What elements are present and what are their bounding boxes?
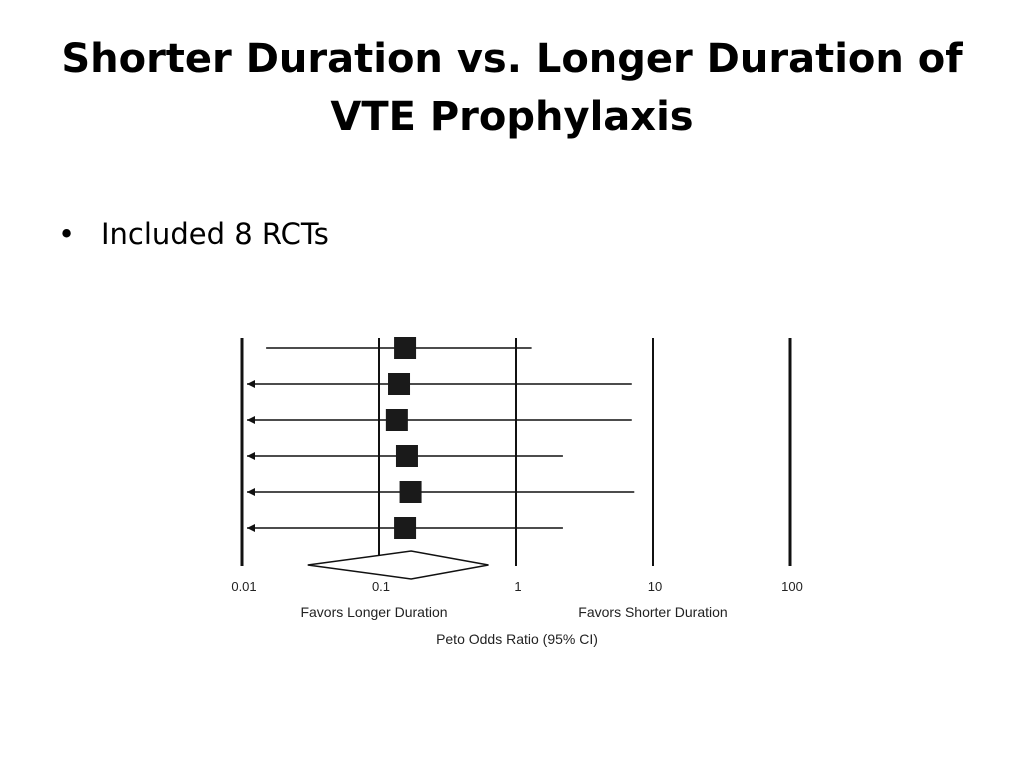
- point-estimate: [385, 409, 408, 431]
- point-estimate: [399, 481, 422, 503]
- truncation-arrow-icon: [247, 380, 255, 388]
- tick-label: 100: [781, 579, 803, 594]
- pooled-diamond: [307, 550, 489, 580]
- study-row: [247, 373, 632, 395]
- study-row: [247, 409, 632, 431]
- bullet-item: • Included 8 RCTs: [58, 212, 329, 256]
- slide-title: Shorter Duration vs. Longer Duration of …: [40, 30, 984, 146]
- point-estimate: [395, 445, 418, 467]
- truncation-arrow-icon: [247, 452, 255, 460]
- study-row: [266, 337, 532, 359]
- bullet-text: Included 8 RCTs: [101, 217, 329, 251]
- study-row: [247, 445, 563, 467]
- point-estimate: [388, 373, 411, 395]
- tick-label: 0.1: [372, 579, 390, 594]
- study-row: [247, 517, 563, 539]
- truncation-arrow-icon: [247, 488, 255, 496]
- truncation-arrow-icon: [247, 524, 255, 532]
- tick-label: 0.01: [231, 579, 256, 594]
- tick-label: 1: [514, 579, 521, 594]
- title-line-2: VTE Prophylaxis: [330, 94, 694, 140]
- study-row: [247, 481, 635, 503]
- bullet-icon: •: [58, 217, 76, 251]
- favors-longer-label: Favors Longer Duration: [300, 604, 447, 620]
- bullet-list: • Included 8 RCTs: [58, 212, 329, 256]
- point-estimate: [394, 517, 417, 539]
- truncation-arrow-icon: [247, 416, 255, 424]
- title-line-1: Shorter Duration vs. Longer Duration of: [61, 36, 963, 82]
- point-estimate: [394, 337, 417, 359]
- favors-shorter-label: Favors Shorter Duration: [578, 604, 727, 620]
- x-axis-label: Peto Odds Ratio (95% CI): [436, 631, 598, 647]
- tick-label: 10: [648, 579, 662, 594]
